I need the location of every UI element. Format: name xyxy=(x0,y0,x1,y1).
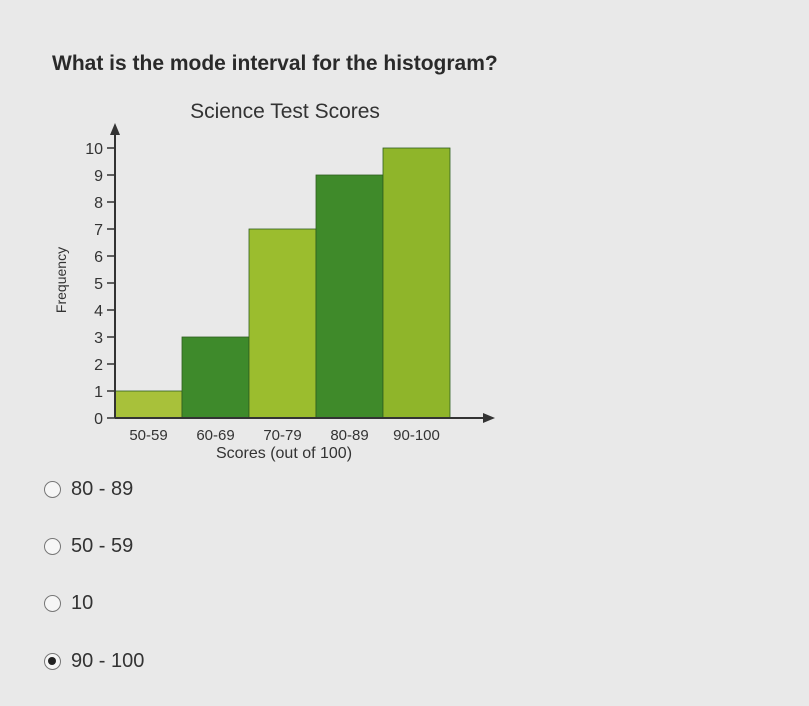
y-axis-arrow xyxy=(110,123,120,135)
answer-option-90-100[interactable]: 90 - 100 xyxy=(44,650,144,673)
radio-button[interactable] xyxy=(44,595,61,612)
answer-option-80-89[interactable]: 80 - 89 xyxy=(44,478,133,501)
x-tick-label: 70-79 xyxy=(263,427,301,444)
x-tick-label: 90-100 xyxy=(393,427,440,444)
y-axis-label: Frequency xyxy=(53,247,69,313)
x-axis-label: Scores (out of 100) xyxy=(216,445,352,462)
y-tick-label: 8 xyxy=(94,195,103,212)
x-tick-label: 60-69 xyxy=(196,427,234,444)
option-label: 10 xyxy=(71,592,94,614)
x-tick-label: 50-59 xyxy=(129,427,167,444)
y-tick-label: 4 xyxy=(94,303,103,320)
bar-90-100 xyxy=(382,147,451,419)
bar-80-89 xyxy=(315,174,384,419)
bar-50-59 xyxy=(114,390,183,419)
y-tick-label: 3 xyxy=(94,330,103,347)
y-tick-label: 5 xyxy=(94,276,103,293)
radio-button[interactable] xyxy=(44,481,61,498)
chart-title: Science Test Scores xyxy=(190,100,380,123)
bar-70-79 xyxy=(248,228,317,419)
y-tick-label: 1 xyxy=(94,384,103,401)
option-label: 80 - 89 xyxy=(71,478,134,500)
y-tick-label: 10 xyxy=(85,141,103,158)
option-label: 50 - 59 xyxy=(71,535,134,557)
answer-option-50-59[interactable]: 50 - 59 xyxy=(44,535,133,558)
option-label: 90 - 100 xyxy=(71,650,145,672)
x-tick-label: 80-89 xyxy=(330,427,368,444)
radio-button[interactable] xyxy=(44,538,61,555)
y-tick-label: 0 xyxy=(94,411,103,428)
y-tick-label: 7 xyxy=(94,222,103,239)
histogram-chart: Science Test Scores Frequency Scores (ou… xyxy=(53,100,495,462)
y-tick-label: 9 xyxy=(94,168,103,185)
answer-option-10[interactable]: 10 xyxy=(44,592,93,615)
radio-button-selected[interactable] xyxy=(44,653,61,670)
y-tick-label: 2 xyxy=(94,357,103,374)
bar-60-69 xyxy=(181,336,250,419)
question-text: What is the mode interval for the histog… xyxy=(52,52,498,75)
y-tick-label: 6 xyxy=(94,249,103,266)
x-axis-arrow xyxy=(483,413,495,423)
